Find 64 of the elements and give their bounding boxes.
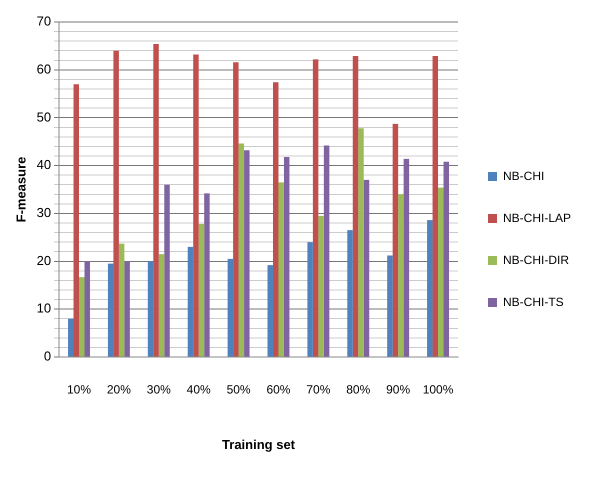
bar	[153, 44, 159, 356]
bar	[392, 124, 398, 356]
bar	[347, 230, 353, 356]
bar	[188, 246, 194, 356]
x-tick-label: 40%	[186, 382, 212, 397]
bar	[108, 264, 114, 356]
y-axis-title: F-measure	[13, 156, 28, 222]
y-tick-label: 70	[36, 14, 52, 29]
y-tick-label: 20	[36, 252, 52, 268]
bar	[438, 188, 444, 356]
bar	[324, 145, 330, 356]
bar	[278, 182, 284, 356]
bar	[244, 150, 250, 356]
bar	[444, 162, 450, 356]
y-tick-label: 50	[36, 109, 52, 124]
legend-label: NB-CHI-TS	[502, 294, 564, 309]
bar	[284, 156, 290, 356]
bar	[387, 256, 393, 356]
bar	[364, 180, 370, 356]
x-tick-label: 80%	[346, 382, 371, 397]
bar	[404, 158, 410, 356]
bar	[358, 128, 364, 356]
y-tick-label: 0	[44, 348, 52, 364]
y-tick-label: 40	[36, 157, 52, 172]
x-tick-label: 50%	[226, 382, 251, 397]
bar	[312, 59, 318, 356]
bar	[158, 254, 164, 356]
bar	[74, 84, 80, 356]
bar	[427, 220, 433, 356]
bar	[164, 184, 170, 356]
x-tick-label: 30%	[146, 382, 172, 397]
y-tick-label: 30	[36, 205, 52, 220]
bar	[113, 50, 119, 356]
bar	[233, 62, 239, 356]
bar	[238, 144, 244, 356]
bar	[79, 277, 84, 356]
legend-label: NB-CHI-DIR	[502, 252, 570, 267]
y-tick-label: 10	[36, 300, 52, 316]
bar	[272, 82, 278, 356]
bar	[198, 224, 204, 356]
x-tick-label: 70%	[306, 382, 331, 397]
y-tick-label: 60	[36, 61, 52, 76]
x-tick-label: 90%	[386, 382, 410, 397]
x-tick-label: 10%	[66, 382, 92, 397]
x-axis-title: Training set	[222, 436, 296, 452]
x-tick-label: 60%	[266, 382, 291, 397]
legend-label: NB-CHI-LAP	[502, 210, 572, 225]
bar	[398, 194, 404, 356]
x-tick-label: 20%	[106, 382, 132, 397]
bar	[432, 56, 438, 356]
bar	[307, 242, 313, 356]
bar	[204, 193, 210, 356]
bar	[84, 261, 90, 356]
bar	[193, 54, 199, 356]
bar	[228, 258, 234, 356]
legend-label: NB-CHI	[502, 168, 544, 183]
bar	[318, 216, 324, 356]
x-tick-label: 100%	[422, 382, 454, 397]
bar	[352, 56, 358, 356]
bar	[68, 318, 74, 356]
bar	[118, 244, 124, 356]
bar	[268, 265, 273, 356]
bar	[148, 261, 154, 356]
bar	[124, 261, 130, 356]
